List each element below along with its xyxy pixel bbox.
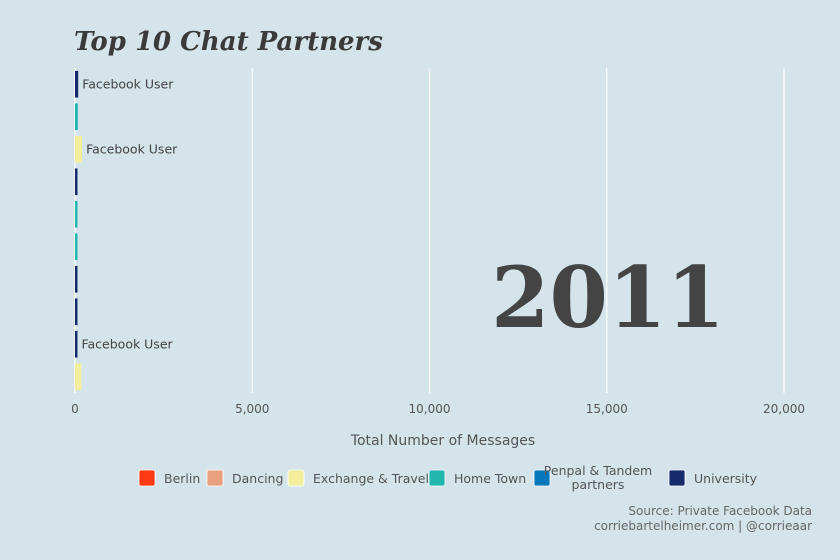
chart-title: Top 10 Chat Partners <box>74 27 383 57</box>
legend-item: Exchange & Travel <box>287 469 429 487</box>
legend-swatch <box>206 469 224 487</box>
legend: Berlin Dancing Exchange & Travel Home Town P… <box>138 463 758 492</box>
bar <box>75 200 78 228</box>
legend-item: University <box>668 469 758 487</box>
legend-item: Dancing <box>206 469 283 487</box>
x-tick-label: 5,000 <box>235 402 269 416</box>
year-label: 2011 <box>491 248 725 347</box>
legend-label: Dancing <box>232 471 283 486</box>
bar-label: Facebook User <box>82 76 174 91</box>
caption-source: Source: Private Facebook Data <box>628 504 812 518</box>
legend-label: partners <box>572 477 625 492</box>
legend-label: Penpal & Tandem <box>544 463 652 478</box>
x-axis-ticks: 0 5,000 10,000 15,000 20,000 <box>71 402 805 416</box>
x-axis-label: Total Number of Messages <box>350 433 535 449</box>
bar <box>75 135 83 163</box>
bar <box>75 265 78 293</box>
legend-swatch <box>668 469 686 487</box>
legend-swatch <box>533 469 551 487</box>
legend-swatch <box>287 469 305 487</box>
bar <box>75 233 78 261</box>
bar-label: Facebook User <box>81 336 173 351</box>
legend-label: Exchange & Travel <box>313 471 429 486</box>
bar <box>75 363 82 391</box>
bar <box>75 298 78 326</box>
bars <box>75 70 83 391</box>
bar-labels: Facebook User Facebook User Facebook User <box>81 76 178 351</box>
legend-item: Home Town <box>428 469 526 487</box>
legend-swatch <box>138 469 156 487</box>
legend-label: Home Town <box>454 471 526 486</box>
bar <box>75 330 78 358</box>
bar <box>75 70 79 98</box>
x-tick-label: 0 <box>71 402 79 416</box>
bar <box>75 103 78 131</box>
x-tick-label: 10,000 <box>409 402 451 416</box>
x-tick-label: 20,000 <box>763 402 805 416</box>
x-tick-label: 15,000 <box>586 402 628 416</box>
bar <box>75 168 78 196</box>
legend-item: Berlin <box>138 469 200 487</box>
legend-swatch <box>428 469 446 487</box>
legend-label: University <box>694 471 758 486</box>
legend-label: Berlin <box>164 471 200 486</box>
bar-label: Facebook User <box>86 141 178 156</box>
caption-credit: corriebartelheimer.com | @corrieaar <box>594 519 812 533</box>
